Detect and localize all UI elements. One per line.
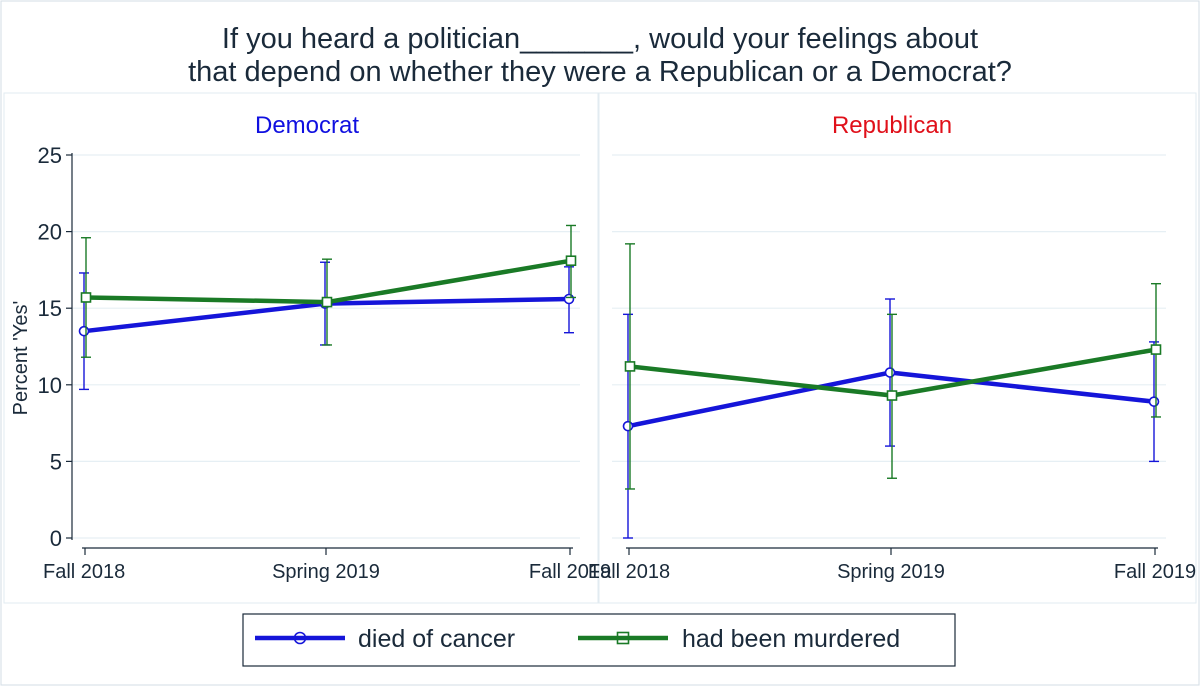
republican-point-had-been-murdered xyxy=(624,361,636,372)
republican-point-died-of-cancer xyxy=(884,367,896,378)
legend-item-had-been-murdered: had been murdered xyxy=(578,625,900,653)
democrat-point-died-of-cancer xyxy=(78,325,90,337)
y-tick-label: 25 xyxy=(38,143,62,168)
democrat-x-tick-label: Spring 2019 xyxy=(272,561,380,583)
democrat-x-tick-label: Fall 2019 xyxy=(529,561,611,583)
panel-republican-frame xyxy=(598,92,1197,604)
democrat-point-had-been-murdered xyxy=(80,292,92,303)
legend-label-had-been-murdered: had been murdered xyxy=(682,625,900,653)
y-tick-label: 10 xyxy=(38,373,62,398)
republican-point-died-of-cancer xyxy=(622,420,634,432)
y-tick-label: 15 xyxy=(38,296,62,321)
y-axis-label: Percent 'Yes' xyxy=(10,301,32,416)
y-tick-label: 5 xyxy=(50,449,62,474)
republican-point-died-of-cancer xyxy=(1148,396,1160,407)
legend-marker-died-of-cancer xyxy=(293,631,307,645)
panel-republican-plot: Fall 2018 Spring 2019 Fall 2019 xyxy=(588,154,1196,583)
republican-x-tick-label: Fall 2018 xyxy=(588,561,670,583)
republican-point-had-been-murdered xyxy=(1150,344,1162,355)
panel-democrat-plot: 0 5 10 15 20 25 Fall 2018 Spring 2019 Fall 2019 xyxy=(38,143,612,583)
republican-x-tick-label: Spring 2019 xyxy=(837,561,945,583)
democrat-point-had-been-murdered xyxy=(565,255,577,267)
republican-x-tick-label: Fall 2019 xyxy=(1114,561,1196,583)
y-tick-label: 20 xyxy=(38,220,62,245)
figure-title-line-2: that depend on whether they were a Repub… xyxy=(188,56,1012,88)
democrat-point-had-been-murdered xyxy=(321,296,333,308)
legend-marker-had-been-murdered xyxy=(616,631,630,645)
panel-democrat-frame xyxy=(3,92,599,604)
legend: died of cancer had been murdered xyxy=(242,613,956,667)
legend-label-died-of-cancer: died of cancer xyxy=(358,625,515,653)
legend-item-died-of-cancer: died of cancer xyxy=(255,625,515,653)
panel-title-democrat: Democrat xyxy=(255,112,359,139)
republican-point-had-been-murdered xyxy=(886,390,898,401)
legend-box xyxy=(242,613,956,667)
y-tick-label: 0 xyxy=(50,526,62,551)
democrat-point-died-of-cancer xyxy=(563,293,575,305)
panel-title-republican: Republican xyxy=(832,112,952,139)
democrat-x-tick-label: Fall 2018 xyxy=(43,561,125,583)
figure-title-line-1: If you heard a politician_______, would … xyxy=(222,23,978,55)
